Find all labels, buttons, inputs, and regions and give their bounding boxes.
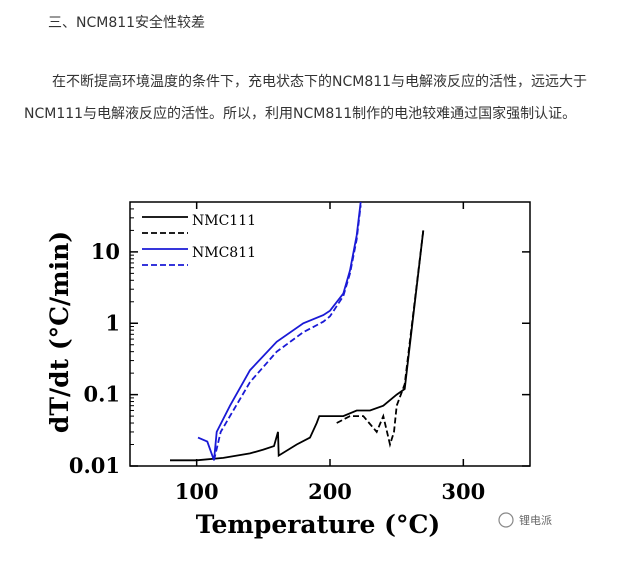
- y-tick-label: 0.01: [69, 453, 120, 478]
- wechat-icon: [498, 512, 514, 528]
- x-ticks: 100 200 300: [175, 202, 485, 504]
- series-line: [213, 205, 362, 461]
- y-tick-label: 1: [105, 310, 120, 335]
- section-title: 三、NCM811安全性较差: [48, 15, 206, 31]
- legend-label: NMC111: [192, 213, 256, 229]
- thermal-rate-chart: 100 200 300 0.01 0.1 1 10 NMC111 NMC811 Temper…: [45, 201, 552, 539]
- y-axis-label: dT/dt (°C/min): [45, 231, 74, 433]
- legend: NMC111 NMC811: [142, 213, 256, 266]
- x-tick-label: 200: [308, 479, 352, 504]
- figure: 100 200 300 0.01 0.1 1 10 NMC111 NMC811 Temper…: [0, 190, 618, 570]
- y-tick-label: 0.1: [83, 382, 120, 407]
- watermark: 锂电派: [498, 512, 552, 528]
- series-line: [336, 230, 425, 448]
- series-line: [170, 230, 425, 462]
- series-layer: [170, 201, 425, 462]
- legend-label: NMC811: [192, 245, 256, 261]
- x-tick-label: 300: [441, 479, 485, 504]
- x-axis-label: Temperature (°C): [196, 510, 440, 539]
- plot-frame: [129, 201, 531, 467]
- y-tick-label: 10: [91, 239, 120, 264]
- y-ticks: 0.01 0.1 1 10: [69, 201, 530, 478]
- watermark-text: 锂电派: [519, 513, 552, 527]
- body-paragraph: 在不断提高环境温度的条件下，充电状态下的NCM811与电解液反应的活性，远远大于…: [24, 74, 588, 122]
- x-tick-label: 100: [175, 479, 219, 504]
